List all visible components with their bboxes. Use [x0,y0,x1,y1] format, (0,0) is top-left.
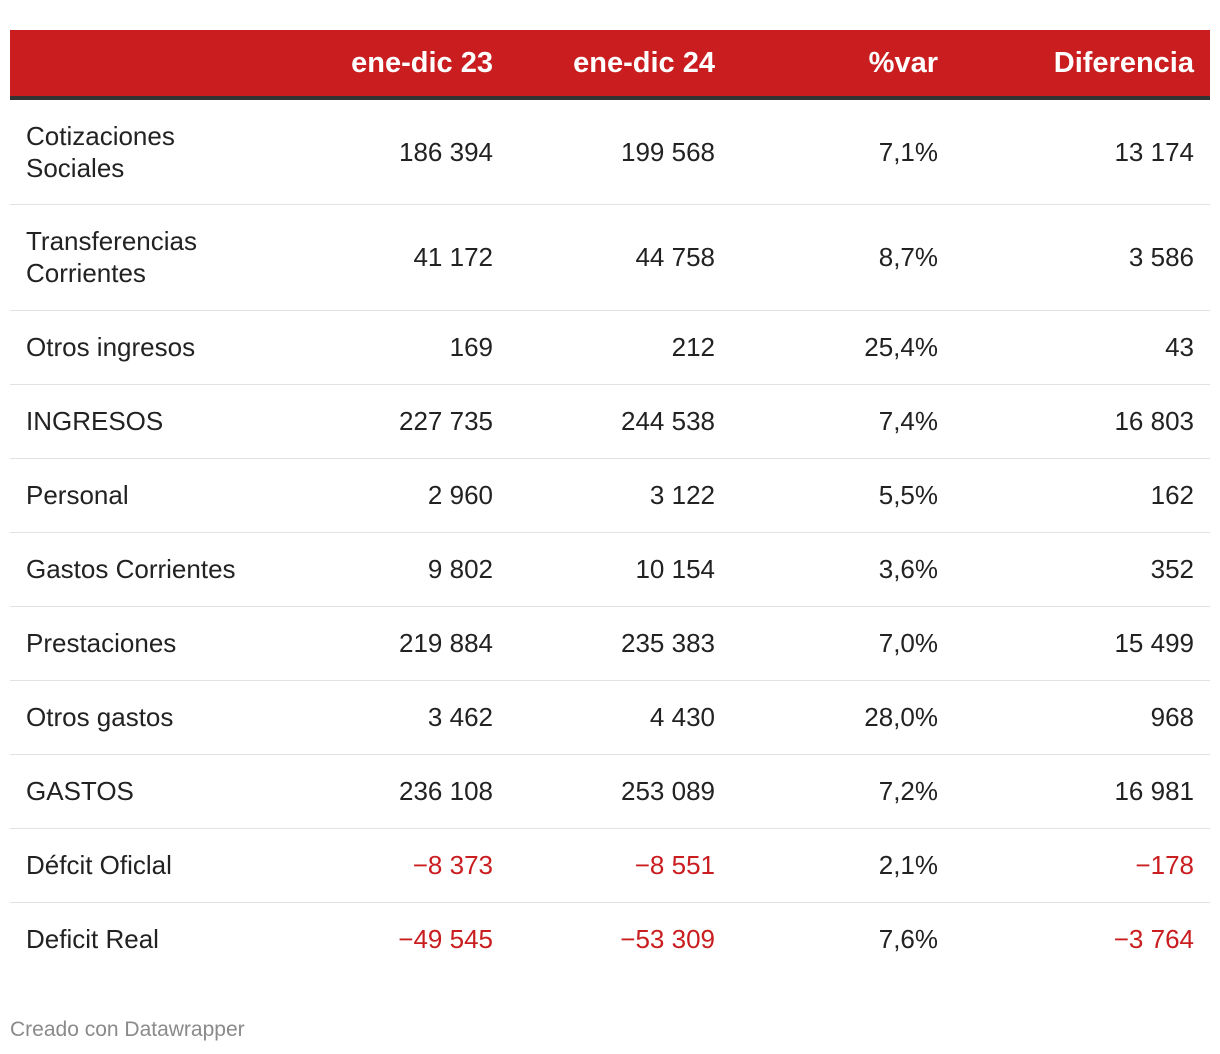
table-row: Gastos Corrientes 9 802 10 154 3,6% 352 [10,532,1210,607]
cell-diferencia: 43 [954,310,1210,385]
cell-ene-dic-24: 10 154 [509,532,731,607]
table-row: Otros ingresos 169 212 25,4% 43 [10,310,1210,385]
cell-diferencia: 3 586 [954,204,1210,311]
header-var: %var [868,46,938,79]
cell-var: 7,4% [731,384,954,459]
row-label: Transferencias Corrientes [10,204,293,311]
cell-ene-dic-23: 3 462 [293,680,509,755]
table-row: INGRESOS 227 735 244 538 7,4% 16 803 [10,384,1210,459]
table-body: Cotizaciones Sociales 186 394 199 568 7,1% 13… [10,98,1210,976]
cell-var: 2,1% [731,828,954,903]
cell-ene-dic-24: −53 309 [620,924,715,955]
cell-diferencia: 13 174 [954,98,1210,205]
row-label: INGRESOS [10,384,293,459]
cell-ene-dic-24: 199 568 [509,98,731,205]
row-label: Gastos Corrientes [10,532,293,607]
table-row: GASTOS 236 108 253 089 7,2% 16 981 [10,754,1210,829]
cell-diferencia: −3 764 [1113,924,1194,955]
header-ene-dic-23: ene-dic 23 [351,46,493,79]
header-label-column [10,30,293,98]
cell-ene-dic-24: −8 551 [509,828,731,903]
cell-ene-dic-23: 41 172 [293,204,509,311]
cell-diferencia: 352 [954,532,1210,607]
cell-ene-dic-23: −8 373 [293,828,509,903]
cell-ene-dic-23: 227 735 [293,384,509,459]
cell-var: 25,4% [731,310,954,385]
table-row: Otros gastos 3 462 4 430 28,0% 968 [10,680,1210,755]
cell-ene-dic-24: 244 538 [509,384,731,459]
cell-ene-dic-23: 169 [293,310,509,385]
table-row: Défcit Oficlal −8 373 −8 551 2,1% −178 [10,828,1210,903]
row-label: GASTOS [10,754,293,829]
cell-ene-dic-24: 4 430 [509,680,731,755]
cell-var: 7,0% [731,606,954,681]
row-label: Personal [10,458,293,533]
row-label: Cotizaciones Sociales [10,98,293,205]
cell-diferencia: 16 981 [954,754,1210,829]
row-label: Otros gastos [10,680,293,755]
cell-ene-dic-23: 9 802 [293,532,509,607]
row-label-line: Transferencias [26,226,197,256]
cell-var: 7,2% [731,754,954,829]
cell-diferencia: 162 [954,458,1210,533]
cell-ene-dic-24: 235 383 [509,606,731,681]
header-row: ene-dic 23 ene-dic 24 %var Diferencia [10,30,1210,98]
cell-ene-dic-23: −49 545 [398,924,493,955]
row-label: Deficit Real [26,924,159,955]
header-ene-dic-24: ene-dic 24 [573,46,715,79]
cell-diferencia: 968 [954,680,1210,755]
cell-diferencia: 15 499 [954,606,1210,681]
row-label: Défcit Oficlal [10,828,293,903]
table-row: Cotizaciones Sociales 186 394 199 568 7,1% 13… [10,98,1210,205]
cell-ene-dic-23: 219 884 [293,606,509,681]
cell-ene-dic-24: 212 [509,310,731,385]
cell-var: 28,0% [731,680,954,755]
cell-var: 7,6% [878,924,938,955]
table-row: Transferencias Corrientes 41 172 44 758 8,7%… [10,204,1210,311]
data-table-container: ene-dic 23 ene-dic 24 %var Diferencia Co… [10,30,1210,976]
table-row: Personal 2 960 3 122 5,5% 162 [10,458,1210,533]
row-label-line: Corrientes [26,258,146,288]
cell-ene-dic-23: 236 108 [293,754,509,829]
data-table: ene-dic 23 ene-dic 24 %var Diferencia Co… [10,30,1210,976]
cell-diferencia: 16 803 [954,384,1210,459]
row-label: Otros ingresos [10,310,293,385]
cell-ene-dic-24: 253 089 [509,754,731,829]
table-row: Deficit Real −49 545 −53 309 7,6% −3 764 [10,902,1210,976]
cell-ene-dic-24: 3 122 [509,458,731,533]
table-header: ene-dic 23 ene-dic 24 %var Diferencia [10,30,1210,98]
row-label-line: Cotizaciones [26,120,175,151]
cell-ene-dic-23: 2 960 [293,458,509,533]
footer-credit: Creado con Datawrapper [10,1018,245,1041]
cell-var: 5,5% [731,458,954,533]
cell-var: 7,1% [731,98,954,205]
header-diferencia: Diferencia [1053,46,1194,79]
cell-ene-dic-24: 44 758 [509,204,731,311]
cell-var: 8,7% [731,204,954,311]
cell-ene-dic-23: 186 394 [293,98,509,205]
table-row: Prestaciones 219 884 235 383 7,0% 15 499 [10,606,1210,681]
cell-var: 3,6% [731,532,954,607]
row-label-line: Sociales [26,152,125,183]
row-label: Prestaciones [10,606,293,681]
cell-diferencia: −178 [954,828,1210,903]
